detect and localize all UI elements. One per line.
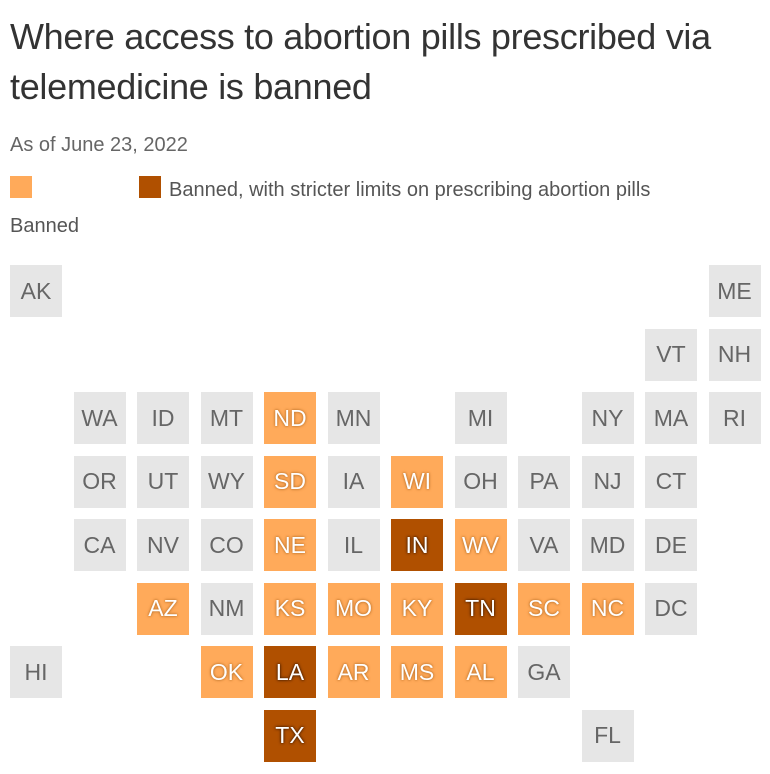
state-tile-dc: DC (645, 582, 697, 635)
state-tile-al: AL (454, 646, 507, 698)
state-tile-de: DE (645, 519, 697, 571)
state-tile-ar: AR (327, 646, 380, 698)
state-tile-nm: NM (200, 582, 253, 635)
state-tile-va: VA (518, 519, 570, 571)
state-tile-tn: TN (454, 582, 507, 635)
state-tile-wv: WV (454, 519, 507, 571)
state-tile-ia: IA (327, 455, 380, 508)
state-tile-ma: MA (645, 392, 697, 444)
state-tile-wa: WA (73, 392, 126, 444)
state-tile-ny: NY (581, 392, 634, 444)
state-tile-nh: NH (708, 328, 761, 381)
state-tile-ky: KY (391, 582, 443, 635)
state-tile-ut: UT (137, 455, 189, 508)
state-tile-mt: MT (200, 392, 253, 444)
state-tile-mo: MO (327, 582, 380, 635)
state-tile-mn: MN (327, 392, 380, 444)
state-tile-md: MD (581, 519, 634, 571)
chart-title: Where access to abortion pills prescribe… (10, 16, 711, 107)
state-tile-ok: OK (200, 646, 253, 698)
state-tile-wi: WI (391, 455, 443, 508)
state-tile-ne: NE (264, 519, 316, 571)
state-tile-or: OR (73, 455, 126, 508)
state-tile-in: IN (391, 519, 443, 571)
state-tile-nj: NJ (581, 455, 634, 508)
state-tile-sd: SD (264, 455, 316, 508)
legend-label-banned: Banned (10, 215, 79, 237)
state-tile-nd: ND (264, 392, 316, 444)
legend-swatch-banned (10, 176, 32, 198)
state-tile-hi: HI (10, 646, 62, 698)
state-tile-co: CO (200, 519, 253, 571)
state-tile-sc: SC (518, 582, 570, 635)
state-tile-oh: OH (454, 455, 507, 508)
state-tile-il: IL (327, 519, 380, 571)
state-tile-ct: CT (645, 455, 697, 508)
state-tile-ca: CA (73, 519, 126, 571)
state-tile-ga: GA (518, 646, 570, 698)
legend-item-strict: Banned, with stricter limits on prescrib… (139, 172, 759, 208)
state-tile-az: AZ (137, 582, 189, 635)
legend-item-banned: Banned (10, 172, 120, 244)
state-tile-me: ME (708, 265, 761, 317)
state-tile-ms: MS (391, 646, 443, 698)
legend-label-strict: Banned, with stricter limits on prescrib… (169, 179, 651, 201)
state-tile-nv: NV (137, 519, 189, 571)
state-tile-wy: WY (200, 455, 253, 508)
state-tile-pa: PA (518, 455, 570, 508)
state-tile-vt: VT (645, 328, 697, 381)
state-tile-ks: KS (264, 582, 316, 635)
state-tile-id: ID (137, 392, 189, 444)
state-tile-la: LA (264, 646, 316, 698)
state-tile-ri: RI (708, 392, 761, 444)
state-tile-mi: MI (454, 392, 507, 444)
state-tile-fl: FL (581, 709, 634, 762)
state-tile-tx: TX (264, 709, 316, 762)
state-tile-ak: AK (10, 265, 62, 317)
state-tile-nc: NC (581, 582, 634, 635)
legend-swatch-strict (139, 176, 161, 198)
chart-subtitle: As of June 23, 2022 (10, 134, 188, 156)
